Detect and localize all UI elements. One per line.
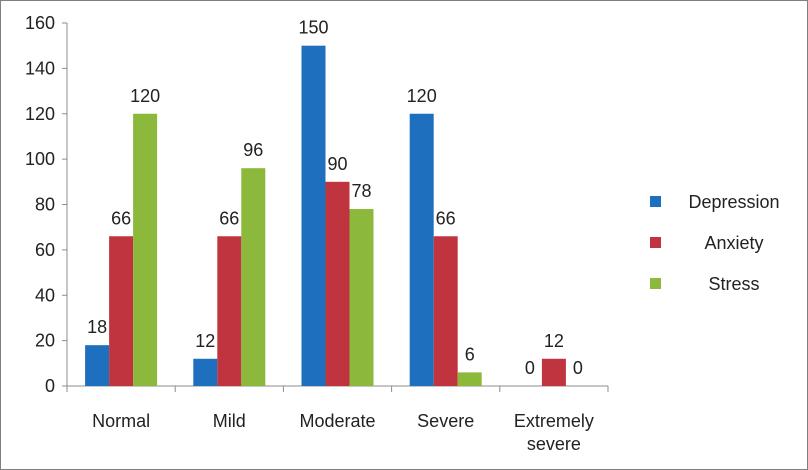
data-label-depression: 0 (525, 358, 535, 378)
data-label-depression: 18 (87, 317, 107, 337)
bar-anxiety (217, 236, 242, 386)
bar-stress (349, 209, 374, 386)
bar-stress (133, 113, 158, 386)
data-label-stress: 0 (573, 358, 583, 378)
bar-depression (301, 45, 326, 386)
data-label-anxiety: 66 (111, 208, 131, 228)
legend-swatch-depression (650, 196, 661, 207)
bar-depression (193, 358, 218, 386)
y-tick-label: 120 (25, 104, 55, 124)
data-label-stress: 78 (351, 181, 371, 201)
data-label-anxiety: 66 (219, 208, 239, 228)
data-label-anxiety: 66 (436, 208, 456, 228)
x-tick-label: Extremely severe (514, 411, 594, 454)
x-tick-label: Mild (213, 411, 246, 431)
data-label-stress: 6 (465, 344, 475, 364)
y-tick-label: 0 (45, 376, 55, 396)
data-label-anxiety: 90 (327, 154, 347, 174)
y-tick-label: 100 (25, 149, 55, 169)
y-tick-label: 40 (35, 285, 55, 305)
y-tick-label: 160 (25, 13, 55, 33)
bar-depression (409, 113, 434, 386)
y-tick-label: 80 (35, 195, 55, 215)
data-label-anxiety: 12 (544, 331, 564, 351)
bar-anxiety (433, 236, 458, 386)
legend-label-depression: Depression (688, 192, 779, 212)
bar-anxiety (541, 358, 566, 386)
legend-label-anxiety: Anxiety (704, 233, 763, 253)
y-tick-label: 20 (35, 331, 55, 351)
legend-swatch-anxiety (650, 237, 661, 248)
y-tick-label: 60 (35, 240, 55, 260)
legend: Depression Anxiety Stress (650, 192, 780, 294)
data-label-stress: 120 (130, 86, 160, 106)
bar-depression (85, 345, 110, 386)
x-tick-label: Severe (417, 411, 474, 431)
bar-anxiety (325, 181, 350, 386)
bar-anxiety (109, 236, 134, 386)
data-label-depression: 120 (407, 86, 437, 106)
bar-stress (241, 168, 266, 386)
y-tick-label: 140 (25, 58, 55, 78)
bar-stress (457, 372, 482, 386)
data-label-depression: 150 (298, 18, 328, 38)
data-label-stress: 96 (243, 140, 263, 160)
bars (85, 45, 566, 386)
data-label-depression: 12 (195, 331, 215, 351)
legend-swatch-stress (650, 278, 661, 289)
x-tick-label: Moderate (299, 411, 375, 431)
x-tick-label: Normal (92, 411, 150, 431)
legend-label-stress: Stress (708, 274, 759, 294)
